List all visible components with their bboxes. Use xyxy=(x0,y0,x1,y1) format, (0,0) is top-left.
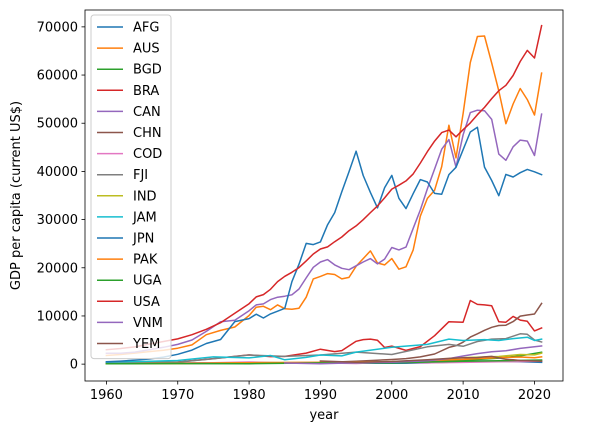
legend-label-bgd: BGD xyxy=(133,63,162,78)
series-line-aus xyxy=(105,35,543,357)
legend-label-vnm: VNM xyxy=(133,316,163,331)
y-tick-label: 40000 xyxy=(37,165,78,180)
legend-label-aus: AUS xyxy=(133,42,160,57)
x-tick-label: 2020 xyxy=(518,388,551,403)
series-layer xyxy=(105,24,543,365)
x-tick-label: 1970 xyxy=(161,388,194,403)
x-tick-label: 1980 xyxy=(233,388,266,403)
legend-label-afg: AFG xyxy=(133,21,159,36)
legend-box xyxy=(90,14,172,360)
x-tick-label: 1960 xyxy=(90,388,123,403)
y-tick-label: 50000 xyxy=(37,117,78,132)
y-tick-label: 10000 xyxy=(37,309,78,324)
y-tick-label: 0 xyxy=(70,358,78,373)
series-line-usa xyxy=(105,24,543,351)
plot-frame xyxy=(84,9,564,382)
legend-label-chn: CHN xyxy=(133,126,162,141)
series-line-fji xyxy=(105,333,543,364)
legend-label-cod: COD xyxy=(133,147,162,162)
legend-label-jpn: JPN xyxy=(132,232,154,247)
series-line-yem xyxy=(319,355,543,363)
y-axis-label: GDP per capita (current US$) xyxy=(9,101,24,290)
series-line-jam xyxy=(105,336,543,363)
x-axis-label: year xyxy=(309,408,339,423)
y-tick-label: 30000 xyxy=(37,213,78,228)
series-line-jpn xyxy=(105,126,543,363)
legend-label-ind: IND xyxy=(133,189,157,204)
legend: AFG AUS BGD BRA CAN CHN COD FJI IND JAM JPN PAK UGA U… xyxy=(90,14,172,360)
y-tick-label: 70000 xyxy=(37,20,78,35)
legend-label-bra: BRA xyxy=(133,84,159,99)
x-tick-label: 2000 xyxy=(375,388,408,403)
legend-label-can: CAN xyxy=(133,105,161,120)
legend-label-uga: UGA xyxy=(133,274,162,289)
legend-label-pak: PAK xyxy=(133,253,158,268)
y-tick-label: 60000 xyxy=(37,69,78,84)
legend-label-yem: YEM xyxy=(132,337,160,352)
legend-label-jam: JAM xyxy=(132,210,157,225)
axes-layer: 1960 1970 1980 1990 2000 2010 2020 0 10000 20000 3… xyxy=(37,9,564,403)
x-tick-label: 2010 xyxy=(447,388,480,403)
x-tick-label: 1990 xyxy=(304,388,337,403)
legend-label-usa: USA xyxy=(133,295,160,310)
legend-label-fji: FJI xyxy=(133,168,148,183)
y-tick-label: 20000 xyxy=(37,261,78,276)
